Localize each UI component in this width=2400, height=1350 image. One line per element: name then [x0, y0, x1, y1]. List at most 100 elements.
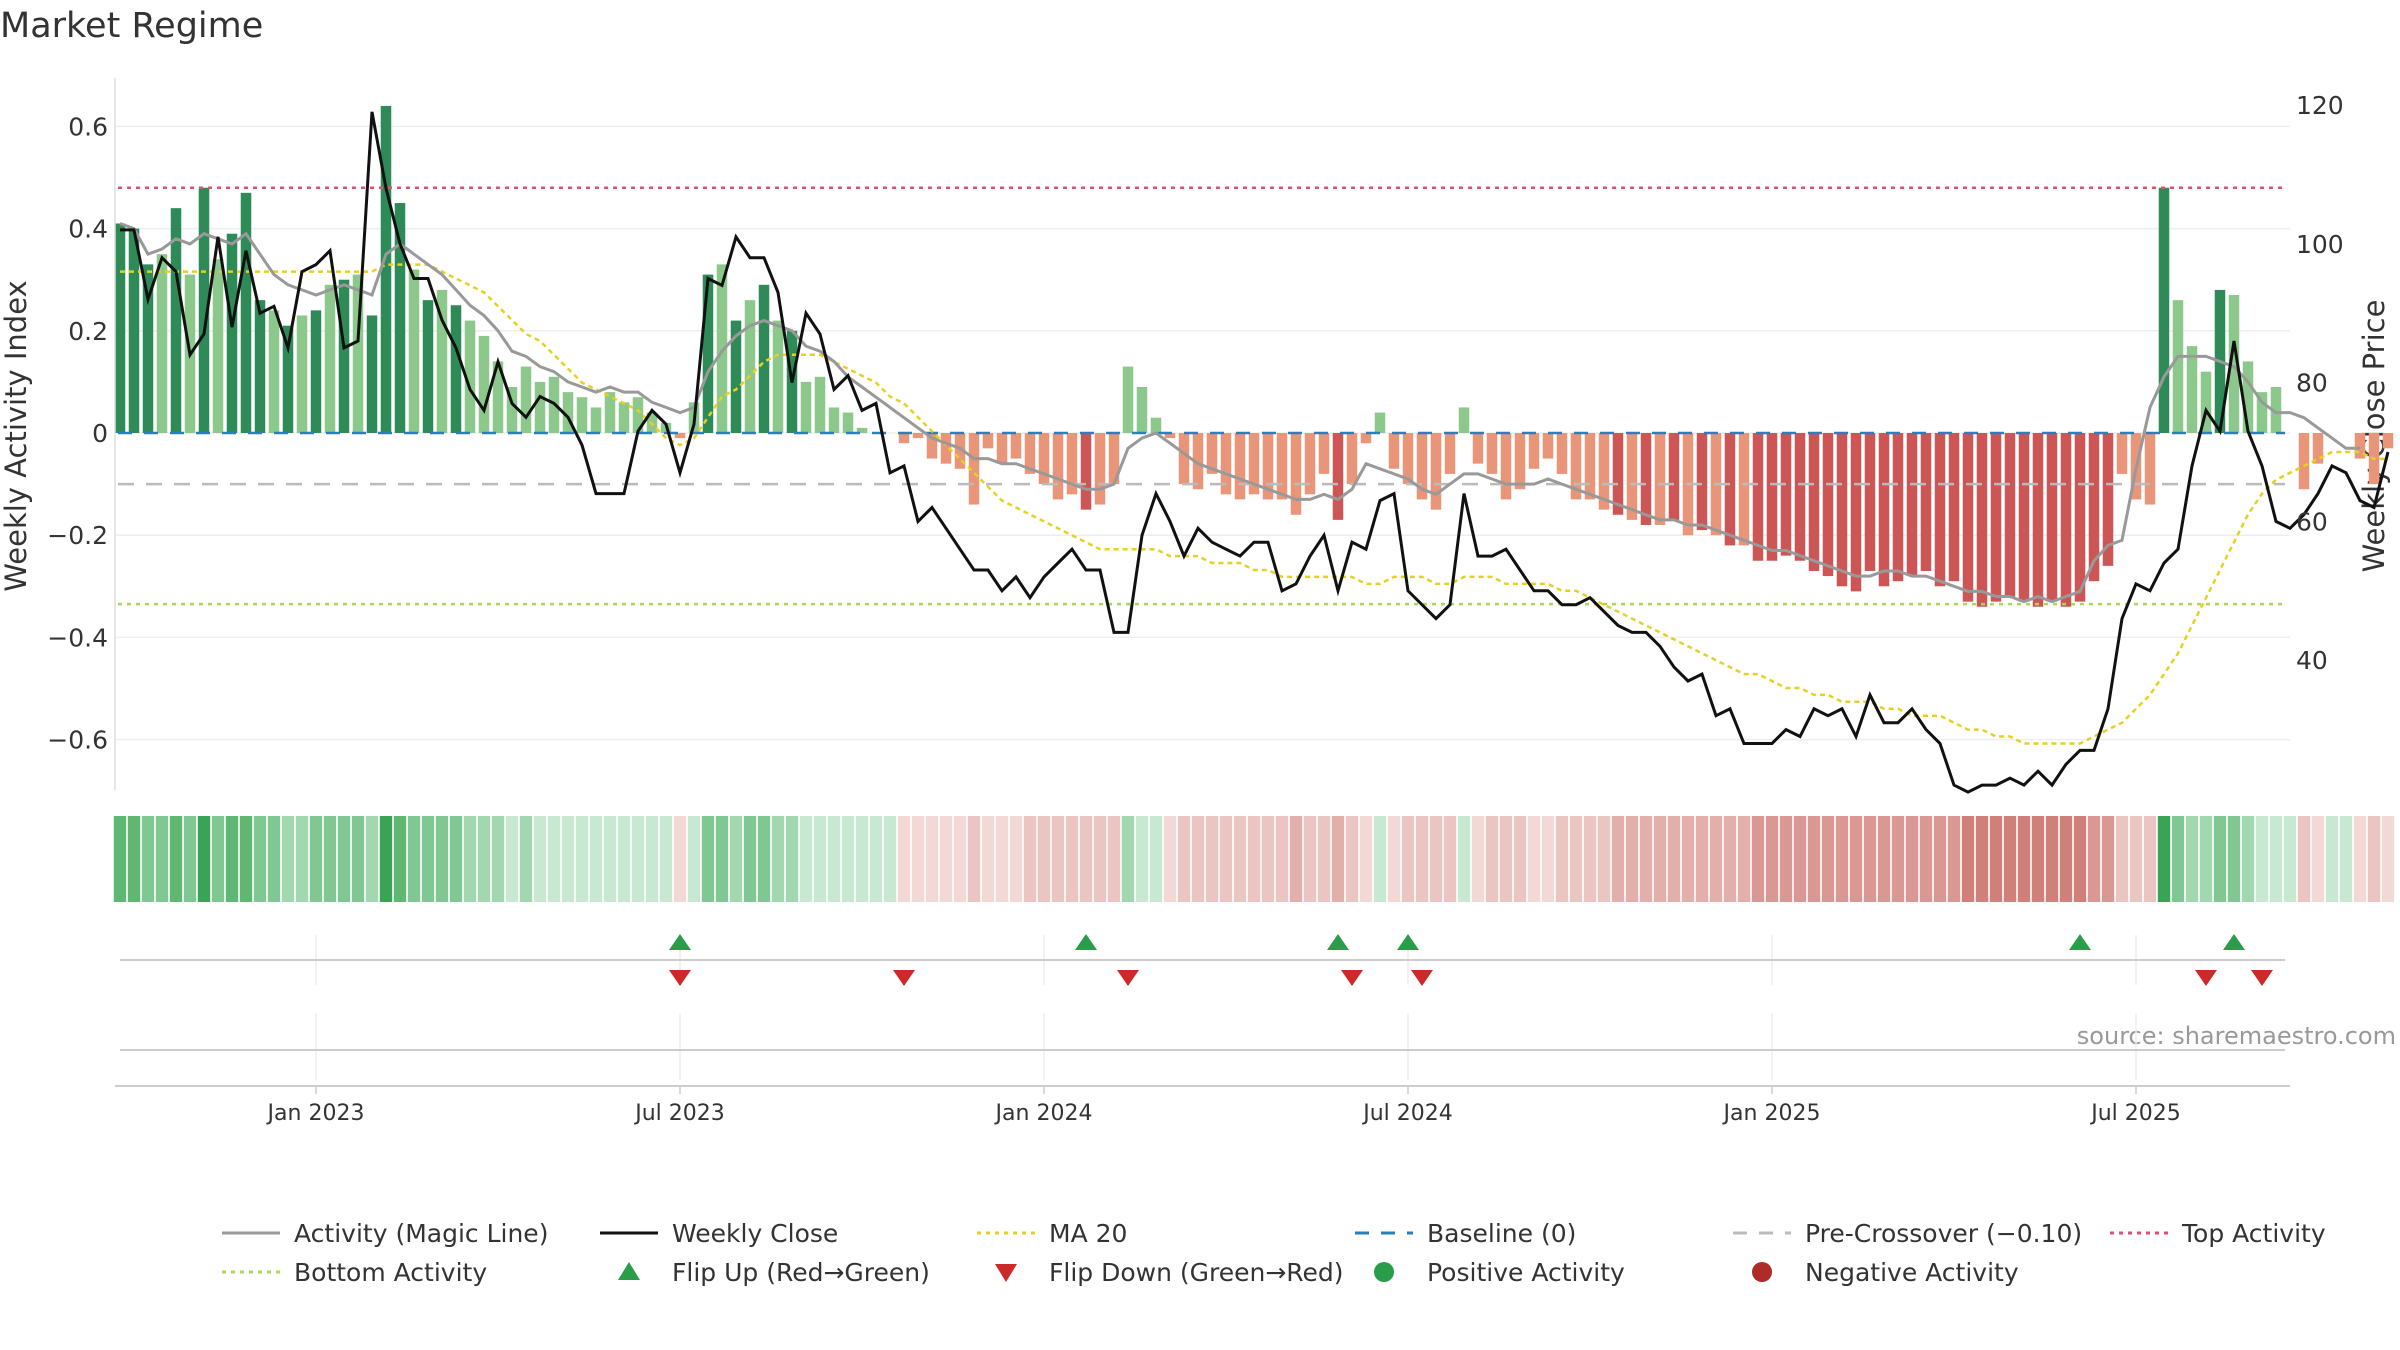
activity-bar: [576, 397, 588, 433]
legend-label: Baseline (0): [1427, 1219, 1576, 1248]
y-tick-label: −0.4: [47, 623, 108, 652]
activity-bar: [2256, 392, 2268, 433]
regime-strip-cell: [491, 816, 505, 902]
activity-bar: [1108, 433, 1120, 485]
axes: 0.6 0.4 0.2 0 −0.2 −0.4 −0.6 120 100 80 60 40 Jan 20…: [47, 78, 2344, 1126]
activity-bar: [464, 320, 476, 433]
activity-bar: [394, 203, 406, 433]
regime-strip-cell: [1639, 816, 1653, 902]
activity-bar: [1444, 433, 1456, 474]
regime-strip-cell: [1919, 816, 1933, 902]
activity-bar: [1640, 433, 1652, 525]
regime-strip-cell: [1317, 816, 1331, 902]
activity-bar: [492, 361, 504, 433]
regime-strip-cell: [2157, 816, 2171, 902]
y-tick-label: −0.2: [47, 521, 108, 550]
regime-strip-cell: [799, 816, 813, 902]
activity-bar: [1206, 433, 1218, 474]
regime-strip-cell: [561, 816, 575, 902]
activity-bar: [1934, 433, 1946, 587]
regime-strip-cell: [939, 816, 953, 902]
legend-item: Positive Activity: [1374, 1258, 1625, 1287]
legend-item: Pre-Crossover (−0.10): [1733, 1219, 2082, 1248]
regime-strip-cell: [183, 816, 197, 902]
activity-bar: [1360, 433, 1372, 444]
regime-strip-cell: [2017, 816, 2031, 902]
regime-strip-cell: [2255, 816, 2269, 902]
y-axis-label: Weekly Activity Index: [0, 280, 33, 591]
regime-strip-cell: [547, 816, 561, 902]
activity-bar: [128, 228, 140, 433]
y2-tick-label: 60: [2296, 507, 2328, 536]
activity-bar: [436, 289, 448, 433]
regime-strip-cell: [2101, 816, 2115, 902]
regime-strip-cell: [729, 816, 743, 902]
activity-bar: [1780, 433, 1792, 556]
activity-bar: [1892, 433, 1904, 582]
activity-bar: [1850, 433, 1862, 592]
activity-bar: [2298, 433, 2310, 490]
x-tick-label: Jan 2025: [1722, 1101, 1821, 1126]
activity-bar: [1192, 433, 1204, 490]
regime-strip-cell: [2227, 816, 2241, 902]
activity-bar: [2172, 300, 2184, 433]
regime-strip-cell: [2031, 816, 2045, 902]
regime-strip-cell: [2059, 816, 2073, 902]
activity-bar: [1584, 433, 1596, 500]
activity-bar: [1836, 433, 1848, 587]
regime-strip-cell: [1205, 816, 1219, 902]
regime-strip-cell: [1807, 816, 1821, 902]
regime-strip-cell: [197, 816, 211, 902]
regime-strip-cell: [1065, 816, 1079, 902]
regime-strip-cell: [309, 816, 323, 902]
activity-bar: [1822, 433, 1834, 577]
regime-strip-cell: [631, 816, 645, 902]
regime-strip-cell: [953, 816, 967, 902]
x-tick-label: Jul 2023: [633, 1101, 725, 1126]
regime-strip-cell: [323, 816, 337, 902]
flip-down-marker: [893, 970, 915, 986]
legend-label: Weekly Close: [672, 1219, 838, 1248]
regime-strip-cell: [2045, 816, 2059, 902]
regime-strip-cell: [855, 816, 869, 902]
regime-strip-cell: [113, 816, 127, 902]
activity-bar: [2060, 433, 2072, 607]
legend-label: Flip Up (Red→Green): [672, 1258, 930, 1287]
source-credit: source: sharemaestro.com: [2077, 1022, 2396, 1050]
regime-strip-cell: [925, 816, 939, 902]
activity-bar: [240, 192, 252, 433]
activity-bar: [520, 366, 532, 433]
regime-strip-cell: [1471, 816, 1485, 902]
activity-bar: [1290, 433, 1302, 515]
regime-strip-cell: [1149, 816, 1163, 902]
activity-bar: [254, 300, 266, 433]
activity-bar: [1570, 433, 1582, 500]
activity-bar: [1528, 433, 1540, 469]
regime-strip-cell: [1499, 816, 1513, 902]
activity-bar: [2088, 433, 2100, 582]
flip-down-marker: [1411, 970, 1433, 986]
regime-strip-cell: [519, 816, 533, 902]
regime-strip-cell: [2185, 816, 2199, 902]
regime-strip-cell: [533, 816, 547, 902]
activity-bar: [954, 433, 966, 469]
regime-strip-cell: [351, 816, 365, 902]
regime-strip-cell: [813, 816, 827, 902]
activity-bar: [226, 233, 238, 433]
activity-bar: [506, 387, 518, 433]
regime-strip-cell: [1191, 816, 1205, 902]
activity-bar: [618, 402, 630, 433]
series-lines: [119, 111, 2390, 794]
activity-bar: [800, 381, 812, 433]
legend-label: Positive Activity: [1427, 1258, 1625, 1287]
activity-bar: [1178, 433, 1190, 485]
activity-bar: [450, 305, 462, 433]
regime-strip-cell: [1947, 816, 1961, 902]
activity-bar: [1752, 433, 1764, 561]
regime-strip-cell: [239, 816, 253, 902]
legend-label: Activity (Magic Line): [294, 1219, 548, 1248]
activity-bar: [758, 284, 770, 433]
regime-strip-cell: [2199, 816, 2213, 902]
